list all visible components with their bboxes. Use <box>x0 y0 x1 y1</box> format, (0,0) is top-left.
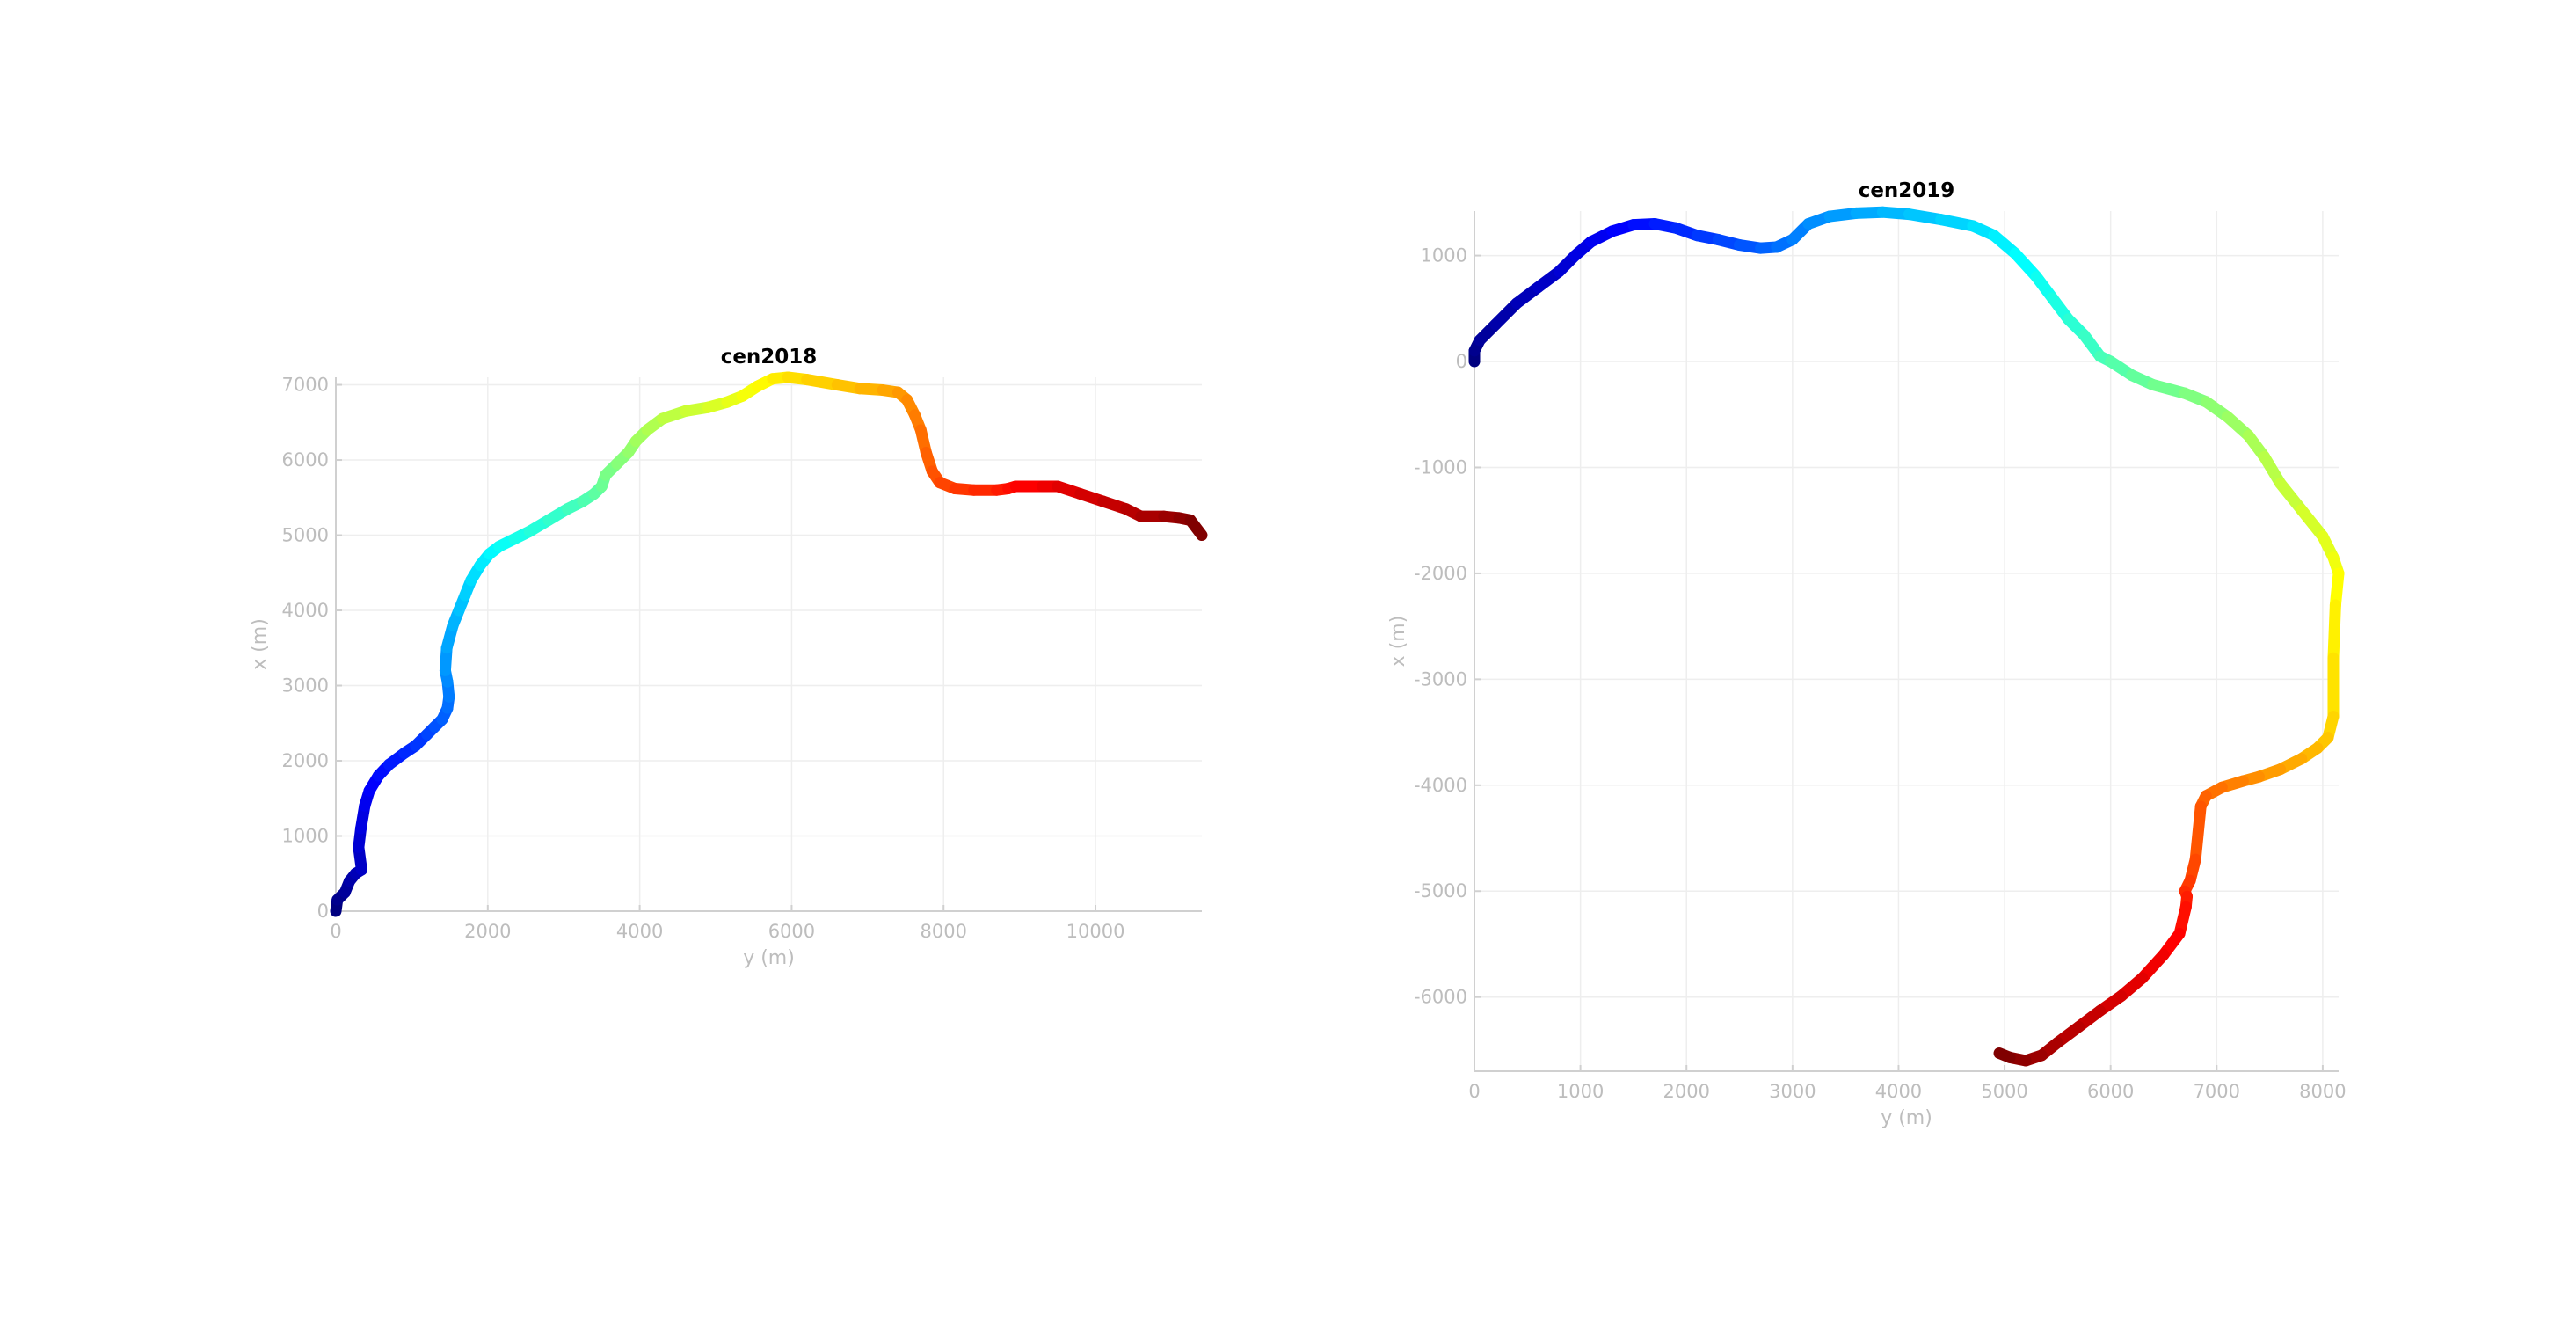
trajectory-series <box>330 371 1208 917</box>
x-axis-label: y (m) <box>743 947 795 969</box>
x-tick-label: 4000 <box>616 921 663 942</box>
x-tick-label: 7000 <box>2194 1081 2240 1102</box>
y-tick-label: -1000 <box>1414 456 1467 478</box>
y-tick-label: -6000 <box>1414 987 1467 1008</box>
x-tick-label: 0 <box>330 921 341 942</box>
y-ticks: 0 1000 2000 3000 4000 5000 6000 7000 <box>282 375 342 922</box>
y-tick-label: 0 <box>317 901 329 922</box>
x-axis-label: y (m) <box>1881 1107 1932 1129</box>
y-tick-label: -3000 <box>1414 668 1467 690</box>
chart-cen2019: 0 1000 2000 3000 4000 5000 6000 7000 8000 -6000 -… <box>1387 179 2347 1129</box>
gridlines <box>335 377 1202 912</box>
y-tick-label: 1000 <box>1421 245 1467 266</box>
y-tick-label: 4000 <box>282 600 329 621</box>
x-tick-label: 4000 <box>1875 1081 1922 1102</box>
y-axis-label: x (m) <box>249 618 271 670</box>
x-tick-label: 6000 <box>2087 1081 2134 1102</box>
x-tick-label: 5000 <box>1981 1081 2027 1102</box>
trajectory-segment <box>1993 1047 2016 1063</box>
y-tick-label: 2000 <box>282 750 329 771</box>
x-tick-label: 8000 <box>2299 1081 2346 1102</box>
axes <box>335 377 1202 912</box>
chart-cen2018: 0 2000 4000 6000 8000 10000 0 1000 2000 3000 4000… <box>249 346 1208 969</box>
y-tick-label: -2000 <box>1414 563 1467 584</box>
chart-title: cen2019 <box>1859 179 1955 202</box>
y-tick-label: 3000 <box>282 675 329 697</box>
trajectory-segment <box>2189 800 2207 865</box>
gridlines <box>1474 211 2339 1071</box>
trajectory-series <box>1468 206 2345 1067</box>
x-tick-label: 0 <box>1468 1081 1480 1102</box>
x-tick-label: 2000 <box>1663 1081 1710 1102</box>
y-tick-label: 7000 <box>282 375 329 396</box>
y-tick-label: 0 <box>1456 351 1467 372</box>
x-tick-label: 8000 <box>921 921 967 942</box>
x-tick-label: 6000 <box>768 921 815 942</box>
chart-title: cen2018 <box>721 346 818 369</box>
x-ticks: 0 2000 4000 6000 8000 10000 <box>330 905 1124 942</box>
y-axis-label: x (m) <box>1387 616 1409 668</box>
y-tick-label: 1000 <box>282 826 329 847</box>
y-tick-label: 5000 <box>282 525 329 546</box>
x-tick-label: 2000 <box>464 921 511 942</box>
x-tick-label: 10000 <box>1066 921 1125 942</box>
axes <box>1474 211 2339 1072</box>
y-tick-label: 6000 <box>282 449 329 471</box>
y-tick-label: -4000 <box>1414 775 1467 796</box>
trajectory-segment <box>1184 514 1208 542</box>
x-tick-label: 1000 <box>1557 1081 1604 1102</box>
trajectory-segment <box>2327 599 2341 664</box>
x-tick-label: 3000 <box>1769 1081 1816 1102</box>
y-tick-label: -5000 <box>1414 880 1467 901</box>
x-ticks: 0 1000 2000 3000 4000 5000 6000 7000 8000 <box>1468 1065 2347 1102</box>
